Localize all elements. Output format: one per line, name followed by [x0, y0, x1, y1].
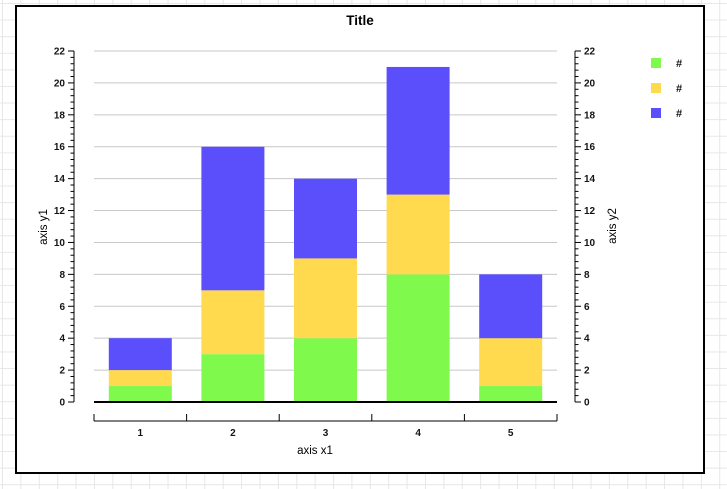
chart-canvas: 0 2 4 6 8 10 12 14 16 18 20 22 0 2 4 6 8 10 12 14 16 18 20 22 1 2… — [17, 7, 703, 472]
bar-segment — [201, 290, 265, 355]
right-y-tick-label: 22 — [584, 47, 596, 58]
left-y-axis-title: axis y1 — [38, 209, 50, 245]
chart-title: Title — [346, 13, 374, 28]
right-y-tick-label: 8 — [584, 270, 590, 281]
right-y-tick-label: 16 — [584, 142, 596, 153]
right-y-tick-label: 0 — [584, 398, 590, 409]
left-y-tick-label: 12 — [54, 206, 66, 217]
bar-segment — [386, 66, 450, 195]
bar-segment — [294, 338, 357, 402]
right-y-tick-label: 12 — [584, 206, 596, 217]
bar-segment — [294, 258, 357, 339]
left-y-tick-label: 16 — [54, 142, 66, 153]
x-category-label: 4 — [415, 428, 421, 439]
bar-segment — [108, 386, 172, 402]
left-y-tick-label: 14 — [54, 174, 66, 185]
legend-swatch — [651, 108, 661, 118]
bar-segment — [479, 338, 543, 387]
legend-label: # — [676, 58, 682, 70]
x-axis-title: axis x1 — [297, 445, 333, 457]
left-y-tick-label: 6 — [59, 302, 65, 313]
legend-swatch — [651, 58, 661, 68]
bar-segment — [201, 146, 265, 291]
chart-object[interactable]: 0 2 4 6 8 10 12 14 16 18 20 22 0 2 4 6 8 10 12 14 16 18 20 22 1 2… — [15, 5, 705, 474]
bar-segment — [294, 178, 357, 259]
bar-segment — [479, 386, 543, 402]
right-y-tick-label: 18 — [584, 110, 596, 121]
left-y-tick-label: 18 — [54, 110, 66, 121]
right-y-tick-label: 4 — [584, 334, 590, 345]
legend-swatch — [651, 83, 661, 93]
left-y-tick-label: 10 — [54, 238, 66, 249]
left-y-tick-label: 22 — [54, 47, 66, 58]
bar-segment — [108, 338, 172, 371]
bar-segment — [386, 194, 450, 275]
x-category-label: 5 — [508, 428, 514, 439]
bar-segment — [386, 274, 450, 402]
right-y-tick-label: 10 — [584, 238, 596, 249]
bar-segment — [479, 274, 543, 339]
right-y-tick-label: 6 — [584, 302, 590, 313]
legend-label: # — [676, 83, 682, 95]
x-category-label: 2 — [230, 428, 236, 439]
right-y-tick-label: 2 — [584, 366, 590, 377]
left-y-tick-label: 2 — [59, 366, 65, 377]
right-y-tick-label: 20 — [584, 78, 596, 89]
bar-segment — [201, 354, 265, 402]
legend-label: # — [676, 108, 682, 120]
bar-segment — [108, 370, 172, 387]
left-y-tick-label: 8 — [59, 270, 65, 281]
left-y-tick-label: 20 — [54, 78, 66, 89]
right-y-axis-title: axis y2 — [607, 208, 619, 244]
x-category-label: 1 — [138, 428, 144, 439]
left-y-tick-label: 0 — [59, 398, 65, 409]
left-y-tick-label: 4 — [59, 334, 65, 345]
right-y-tick-label: 14 — [584, 174, 596, 185]
x-category-label: 3 — [323, 428, 329, 439]
